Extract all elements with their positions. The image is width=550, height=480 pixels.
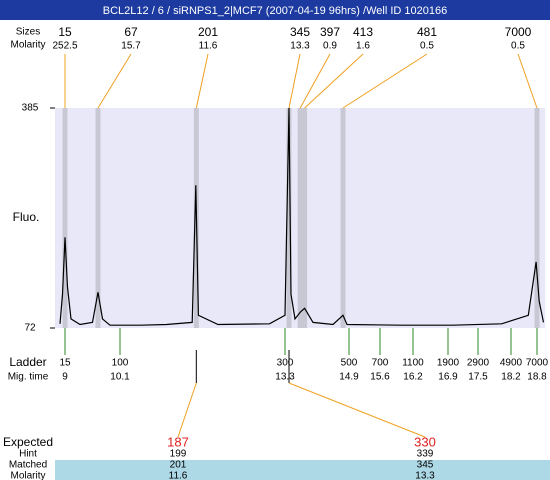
matched-value: 201 [170,460,187,471]
row-label: Matched [9,460,47,471]
peak-molarity: 252.5 [52,41,77,52]
mig-time: 10.1 [110,372,130,383]
ladder-size: 300 [277,358,294,369]
mig-time: 15.6 [370,372,390,383]
ladder-size: 700 [372,358,389,369]
peak-molarity: 0.5 [420,41,434,52]
peak-molarity: 11.6 [199,41,218,52]
peak-band [340,108,346,328]
mig-time: 17.5 [468,372,488,383]
trace [59,107,545,326]
peak-connector [288,53,301,109]
peak-molarity: 0.5 [511,41,525,52]
mig-time: 16.9 [438,372,458,383]
peak-size: 7000 [505,25,532,39]
matched-value: 345 [417,460,434,471]
row-label: Mig. time [8,372,49,383]
mig-time: 16.2 [403,372,423,383]
peak-connector [195,53,209,109]
peak-connector [97,53,132,109]
matched-band [55,460,550,480]
y-tick-label: 72 [24,323,36,334]
expected-value: 330 [414,434,436,449]
peak-size: 345 [290,25,310,39]
peak-connector [304,53,364,109]
y-axis-label: Fluo. [13,210,40,224]
mig-time: 18.2 [501,372,521,383]
row-label: Ladder [9,355,46,369]
peak-molarity: 0.9 [323,41,337,52]
peak-band [62,108,68,328]
peak-size: 413 [353,25,373,39]
peak-band [534,108,540,328]
row-label: Expected [3,435,53,449]
row-label: Hint [19,449,37,460]
peak-size: 15 [58,25,72,39]
expected-connector [177,382,197,438]
hint-value: 339 [417,449,434,460]
matched-molarity: 13.3 [415,471,435,480]
peak-size: 397 [320,25,340,39]
ladder-size: 2900 [467,358,490,369]
peak-molarity: 1.6 [356,41,370,52]
row-label: Molarity [10,40,45,51]
peak-band [286,108,292,328]
ladder-size: 500 [341,358,358,369]
peak-connector [342,53,428,109]
ladder-size: 4900 [500,358,523,369]
title: BCL2L12 / 6 / siRNPS1_2|MCF7 (2007-04-19… [103,5,447,17]
peak-band [297,108,303,328]
peak-band [302,108,308,328]
title-bar [0,0,550,20]
expected-connector [288,382,426,438]
y-tick-label: 385 [22,103,39,114]
peak-connector [299,53,331,109]
peak-size: 67 [124,25,138,39]
ladder-size: 100 [112,358,129,369]
ladder-size: 7000 [526,358,549,369]
peak-size: 201 [198,25,218,39]
peak-molarity: 13.3 [290,41,310,52]
mig-time: 18.8 [527,372,547,383]
ladder-size: 15 [59,358,71,369]
peak-size: 481 [417,25,437,39]
peak-molarity: 15.7 [121,41,141,52]
mig-time: 14.9 [339,372,359,383]
peak-connector [517,53,538,109]
expected-value: 187 [167,434,189,449]
peak-band [95,108,101,328]
ladder-size: 1100 [402,358,424,369]
mig-time: 9 [62,372,68,383]
row-label: Sizes [16,27,40,38]
matched-molarity: 11.6 [169,471,188,480]
row-label: Molarity [10,471,45,480]
hint-value: 199 [170,449,187,460]
mig-time: 13.3 [275,372,295,383]
ladder-size: 1900 [437,358,460,369]
